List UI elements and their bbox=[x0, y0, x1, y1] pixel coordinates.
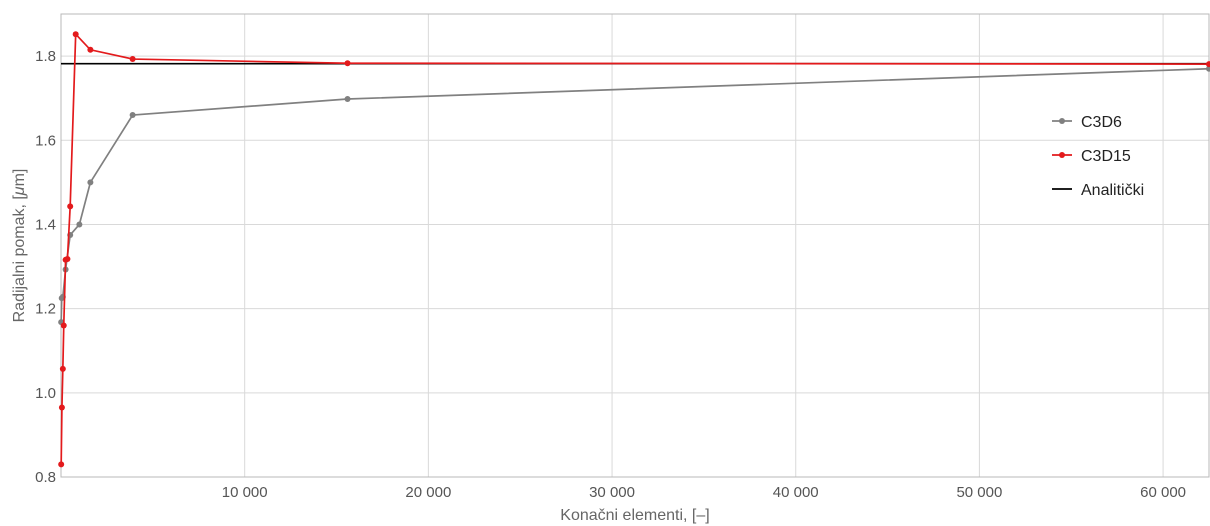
x-tick-label: 50 000 bbox=[956, 484, 1002, 501]
y-tick-label: 1.4 bbox=[35, 216, 56, 233]
data-point-c3d6 bbox=[76, 221, 83, 228]
y-tick-label: 1.2 bbox=[35, 301, 56, 318]
data-point-c3d15 bbox=[64, 255, 71, 262]
x-tick-label: 10 000 bbox=[222, 484, 268, 501]
grid bbox=[61, 14, 1209, 478]
data-point-c3d15 bbox=[58, 404, 65, 411]
data-point-c3d15 bbox=[1206, 61, 1210, 68]
data-point-c3d15 bbox=[58, 461, 65, 468]
data-point-c3d6 bbox=[1206, 65, 1210, 72]
tick-labels: 10 000 20 000 30 000 40 000 50 000 60 000 0.8 1… bbox=[35, 48, 1186, 501]
x-tick-label: 30 000 bbox=[589, 484, 635, 501]
legend-item-analiti-ki: Analitički bbox=[1052, 182, 1144, 199]
legend-item-c3d15: C3D15 bbox=[1052, 148, 1131, 165]
y-tick-label: 0.8 bbox=[35, 469, 56, 486]
x-tick-label: 60 000 bbox=[1140, 484, 1186, 501]
legend-marker-c3d6 bbox=[1059, 118, 1065, 124]
data-point-c3d15 bbox=[87, 46, 94, 53]
legend-item-c3d6: C3D6 bbox=[1052, 114, 1122, 131]
data-point-c3d6 bbox=[344, 96, 351, 103]
series-c3d15 bbox=[58, 31, 1210, 468]
x-axis-label: Konačni elementi, [–] bbox=[560, 507, 709, 524]
y-axis-label: Radijalni pomak, [μm] bbox=[11, 169, 28, 323]
legend-label-c3d15: C3D15 bbox=[1081, 148, 1131, 165]
series-line-c3d15 bbox=[60, 32, 1210, 465]
y-tick-label: 1.8 bbox=[35, 48, 56, 65]
legend-label-analiti-ki: Analitički bbox=[1081, 182, 1144, 199]
y-tick-label: 1.6 bbox=[35, 132, 56, 149]
series-layer bbox=[58, 31, 1210, 468]
data-point-c3d15 bbox=[59, 365, 66, 372]
y-tick-label: 1.0 bbox=[35, 385, 56, 402]
data-point-c3d15 bbox=[129, 56, 136, 63]
y-axis-label-mu: μ bbox=[11, 186, 28, 196]
plot-frame bbox=[60, 13, 1210, 478]
y-axis-label-suffix: m] bbox=[11, 169, 28, 187]
legend: C3D6 C3D15 Analitički bbox=[1052, 114, 1144, 199]
x-tick-label: 20 000 bbox=[405, 484, 451, 501]
data-point-c3d6 bbox=[87, 179, 94, 186]
legend-label-c3d6: C3D6 bbox=[1081, 114, 1122, 131]
series-c3d6 bbox=[58, 65, 1210, 326]
data-point-c3d15 bbox=[67, 203, 74, 210]
data-point-c3d6 bbox=[129, 112, 136, 119]
x-tick-label: 40 000 bbox=[773, 484, 819, 501]
data-point-c3d15 bbox=[344, 60, 351, 67]
series-line-c3d6 bbox=[60, 67, 1210, 323]
legend-marker-c3d15 bbox=[1059, 152, 1065, 158]
y-axis-label-prefix: Radijalni pomak, [ bbox=[11, 195, 28, 323]
data-point-c3d15 bbox=[60, 322, 67, 329]
data-point-c3d15 bbox=[72, 31, 79, 38]
